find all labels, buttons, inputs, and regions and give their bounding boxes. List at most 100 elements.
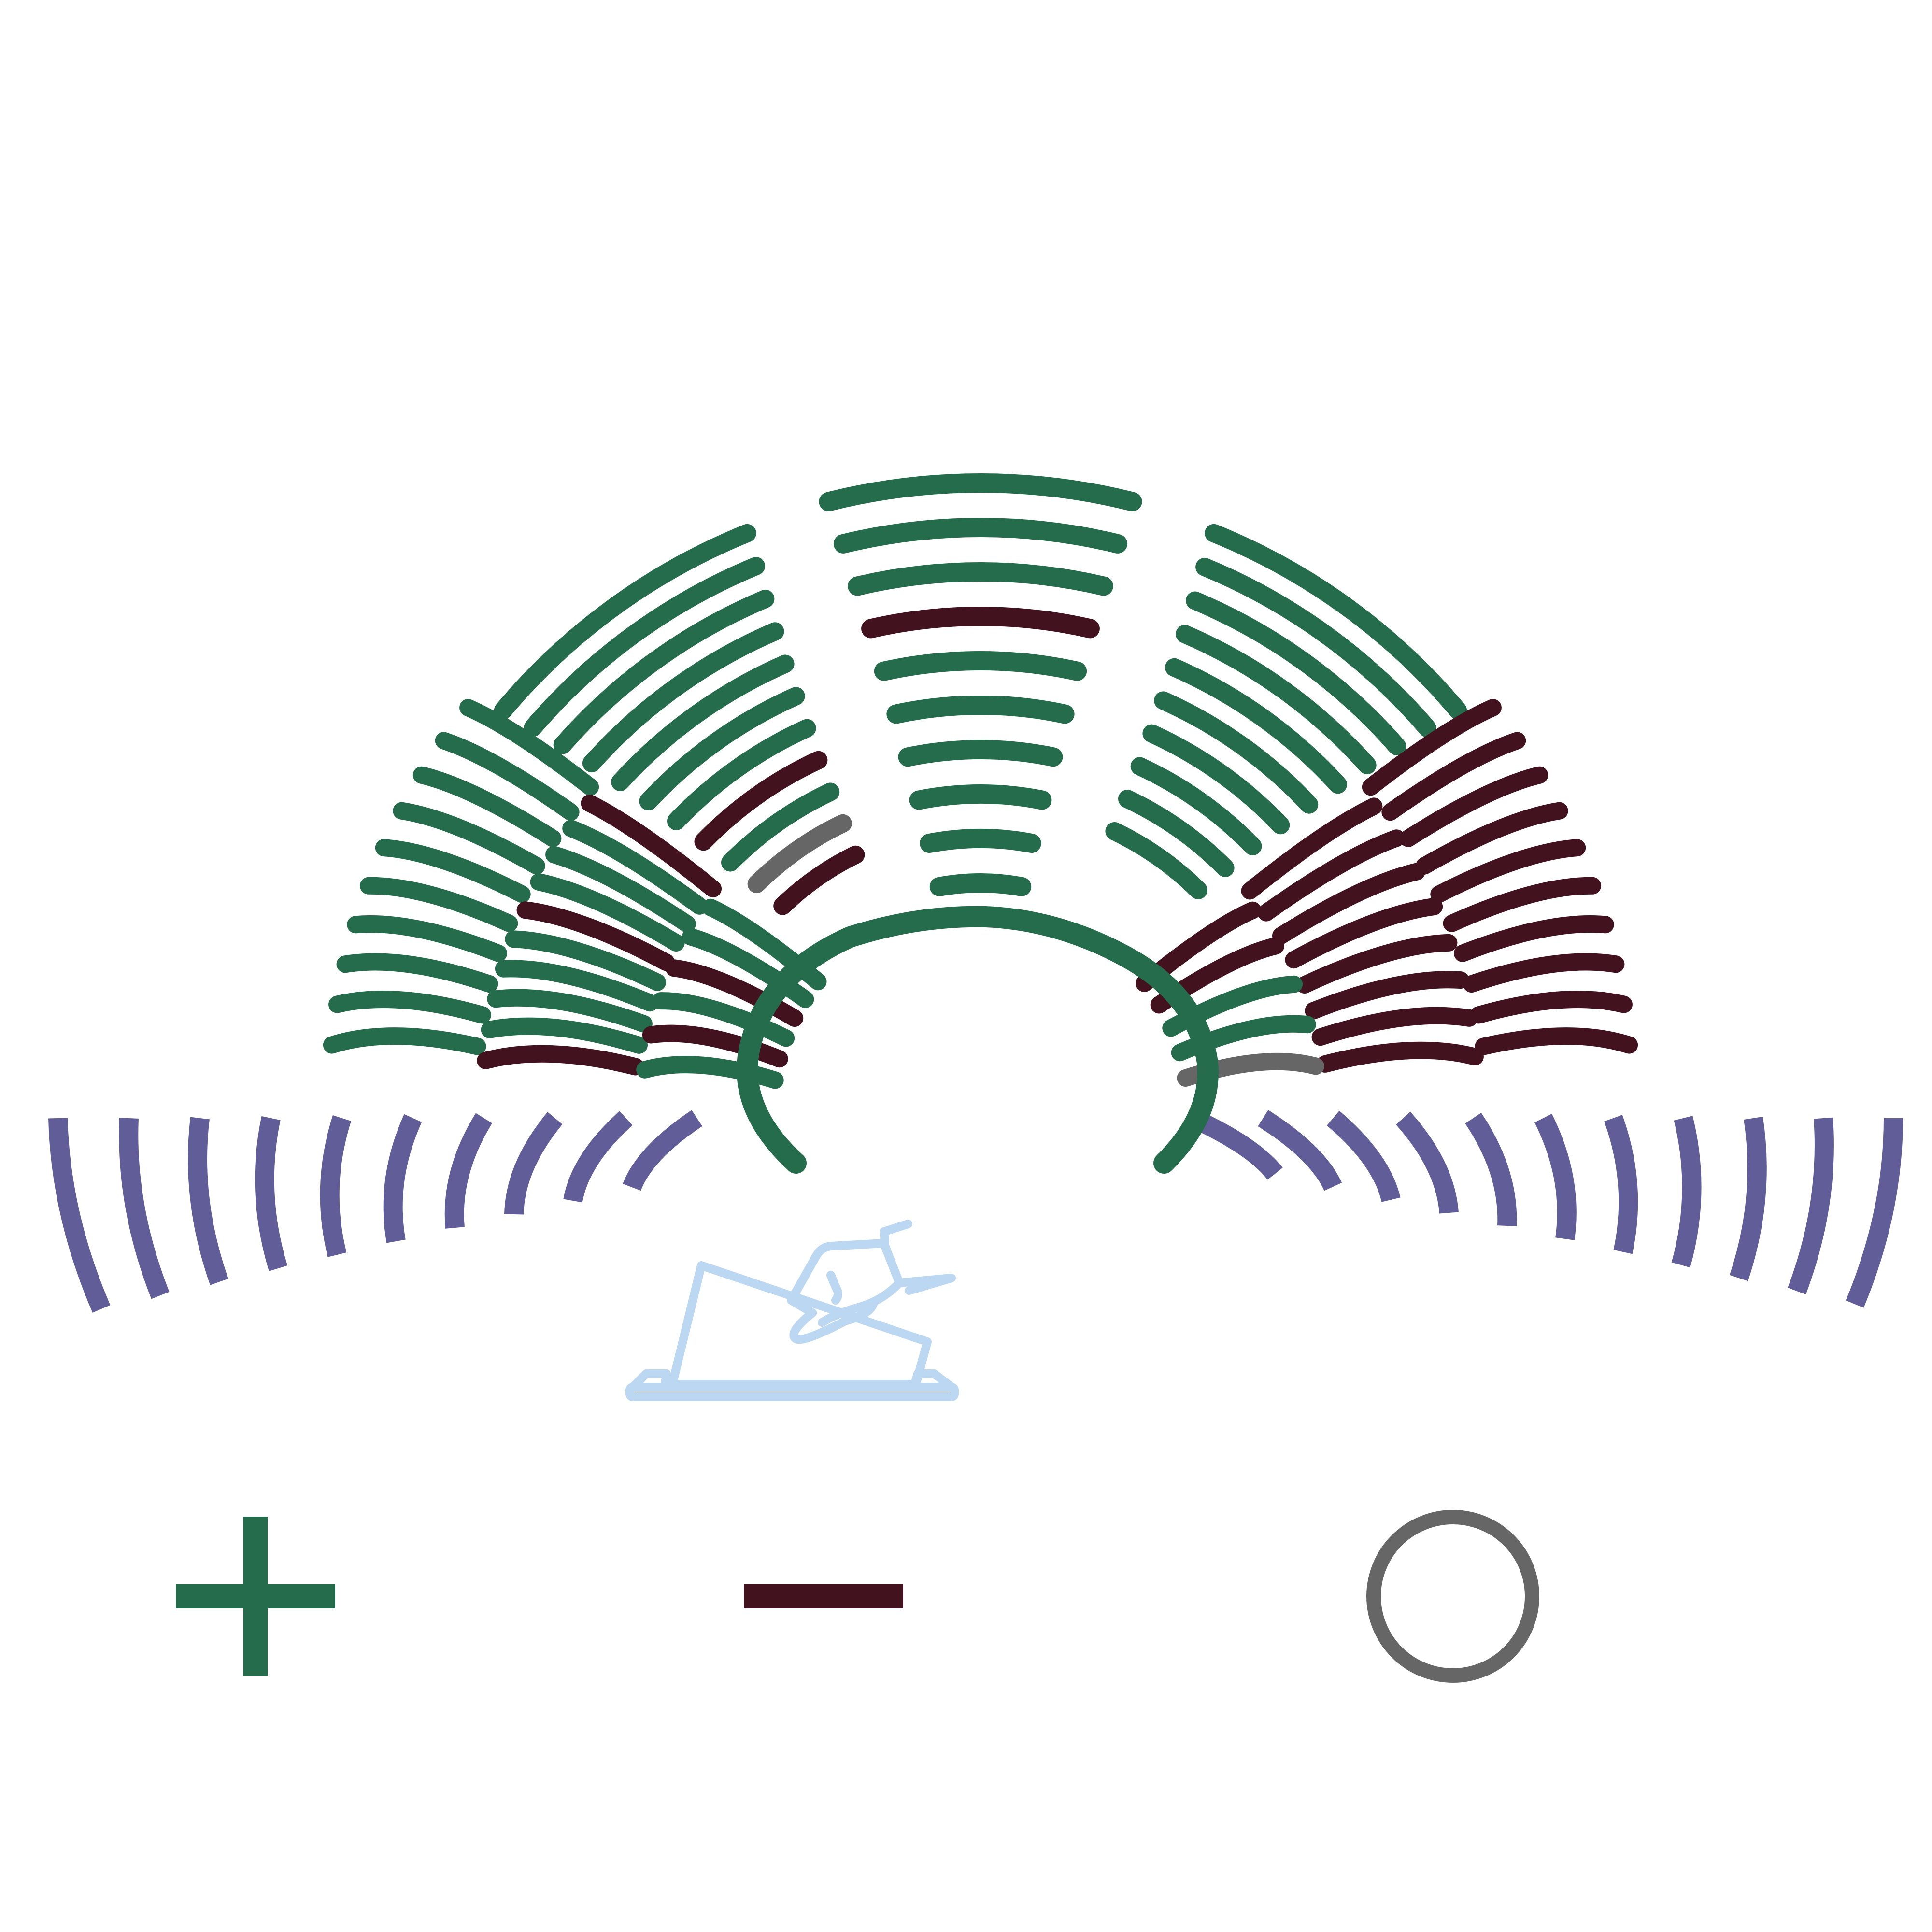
seat-lower-right-7 <box>1465 1112 1517 1226</box>
seat-lower-right-5 <box>1604 1115 1638 1254</box>
seat-right-tier-2-4 <box>1296 934 1458 994</box>
seat-upper-right-row-7 <box>1142 724 1290 835</box>
seat-upper-left-row-9 <box>721 782 840 872</box>
seat-left-tier-2-10 <box>581 795 722 898</box>
seat-left-tier-1-9 <box>435 732 580 821</box>
seat-lower-right-2 <box>1788 1117 1834 1295</box>
seat-left-tier-2-2 <box>481 1017 648 1054</box>
seat-upper-right-row-6 <box>1154 691 1319 814</box>
seat-upper-left-row-5 <box>611 654 795 791</box>
seat-lower-left-9 <box>563 1111 633 1203</box>
seat-inner-ring <box>737 906 1219 1174</box>
seat-upper-left-row-2 <box>524 557 766 737</box>
seat-right-tier-2-2 <box>1311 1007 1478 1046</box>
seat-lower-left-2 <box>119 1118 170 1299</box>
seat-left-tier-2-7 <box>530 873 685 952</box>
seat-right-tier-1-9 <box>1381 732 1526 821</box>
inner-ring <box>737 906 1219 1174</box>
seat-lower-right-11 <box>1189 1109 1283 1180</box>
seat-left-tier-2-9 <box>562 820 709 915</box>
seat-center-row-3 <box>848 562 1113 596</box>
seat-upper-right-row-1 <box>1205 524 1467 720</box>
circle-icon <box>1366 1510 1539 1683</box>
seat-lower-left-3 <box>188 1117 228 1285</box>
seat-right-tier-1-4 <box>1454 915 1614 962</box>
seat-upper-right-row-3 <box>1186 591 1406 756</box>
seat-left-tier-1-8 <box>412 766 562 847</box>
seat-lower-right-8 <box>1396 1111 1459 1214</box>
seat-upper-left-row-7 <box>667 719 816 830</box>
seat-upper-right-row-2 <box>1195 557 1436 738</box>
seat-center-row-10 <box>929 873 1032 896</box>
seat-lower-right-3 <box>1730 1117 1767 1281</box>
seat-left-tier-1-6 <box>375 839 531 903</box>
seat-center-row-2 <box>833 518 1128 554</box>
seat-lower-right-4 <box>1671 1116 1702 1268</box>
seat-right-tier-2-1 <box>1316 1041 1484 1073</box>
seat-right-tier-1-10 <box>1362 699 1502 796</box>
seat-right-tier-1-1 <box>1475 1027 1638 1055</box>
seat-upper-right-row-10 <box>1105 822 1208 899</box>
seat-upper-left-row-8 <box>694 751 828 851</box>
seat-right-tier-2-8 <box>1241 797 1383 900</box>
seat-left-tier-1-1 <box>323 1027 486 1055</box>
seat-lower-left-5 <box>320 1115 352 1257</box>
seat-right-tier-1-8 <box>1399 766 1548 847</box>
minus-icon <box>744 1584 903 1608</box>
seat-right-tier-2-7 <box>1257 829 1406 922</box>
seat-upper-left-row-4 <box>582 622 784 773</box>
seat-left-tier-2-6 <box>516 901 675 971</box>
seat-lower-left-7 <box>444 1113 493 1229</box>
seat-center-row-6 <box>886 696 1075 724</box>
seat-left-tier-3-2 <box>642 1024 788 1068</box>
seat-right-tier-2-3 <box>1305 971 1469 1020</box>
seat-left-tier-1-3 <box>336 953 498 993</box>
seat-upper-right-row-8 <box>1130 757 1262 855</box>
seat-upper-left-row-6 <box>639 687 805 810</box>
seat-left-tier-1-2 <box>328 991 491 1024</box>
seat-center-row-9 <box>920 829 1041 853</box>
seat-left-tier-1-5 <box>360 877 518 932</box>
seat-upper-right-row-4 <box>1176 625 1377 775</box>
seat-lower-left-8 <box>504 1112 563 1215</box>
seat-lower-right-10 <box>1258 1110 1342 1191</box>
legend <box>176 1510 1539 1683</box>
seat-upper-left-row-11 <box>773 845 865 915</box>
seat-upper-left-row-3 <box>553 589 775 754</box>
seat-center-row-4 <box>861 606 1100 639</box>
seat-left-tier-2-3 <box>487 989 653 1033</box>
seat-right-tier-1-7 <box>1416 802 1568 875</box>
seat-lower-left-10 <box>623 1110 703 1191</box>
lower-seats <box>48 1109 1903 1313</box>
seat-right-tier-1-6 <box>1430 839 1586 903</box>
upper-seats <box>323 473 1638 1089</box>
plus-icon <box>176 1517 335 1676</box>
seat-right-tier-2-6 <box>1272 863 1425 945</box>
seat-upper-left-row-10 <box>747 814 852 894</box>
seat-lower-left-4 <box>255 1116 288 1271</box>
seat-left-tier-1-7 <box>393 802 545 875</box>
seat-lower-left-6 <box>383 1114 422 1243</box>
seat-left-tier-1-4 <box>347 915 507 962</box>
seat-center-row-1 <box>819 473 1142 511</box>
seat-left-tier-2-1 <box>477 1045 644 1076</box>
seat-center-row-7 <box>898 740 1063 767</box>
seat-right-tier-2-5 <box>1285 898 1443 969</box>
seat-lower-left-1 <box>48 1118 111 1313</box>
seat-left-tier-2-4 <box>495 960 659 1012</box>
seat-right-tier-1-5 <box>1443 877 1601 932</box>
seat-left-tier-1-10 <box>459 699 599 796</box>
seat-lower-right-6 <box>1534 1114 1577 1240</box>
seat-left-tier-2-8 <box>545 846 696 933</box>
seat-upper-right-row-9 <box>1118 790 1235 877</box>
seat-right-tier-1-2 <box>1470 991 1633 1024</box>
seat-center-row-5 <box>874 651 1087 681</box>
seat-lower-right-9 <box>1327 1110 1401 1203</box>
speaker-podium-icon <box>625 1220 959 1401</box>
seat-upper-right-row-5 <box>1165 658 1347 794</box>
seat-upper-left-row-1 <box>494 524 756 720</box>
seat-left-tier-2-5 <box>505 930 666 991</box>
seat-lower-right-1 <box>1846 1118 1903 1308</box>
